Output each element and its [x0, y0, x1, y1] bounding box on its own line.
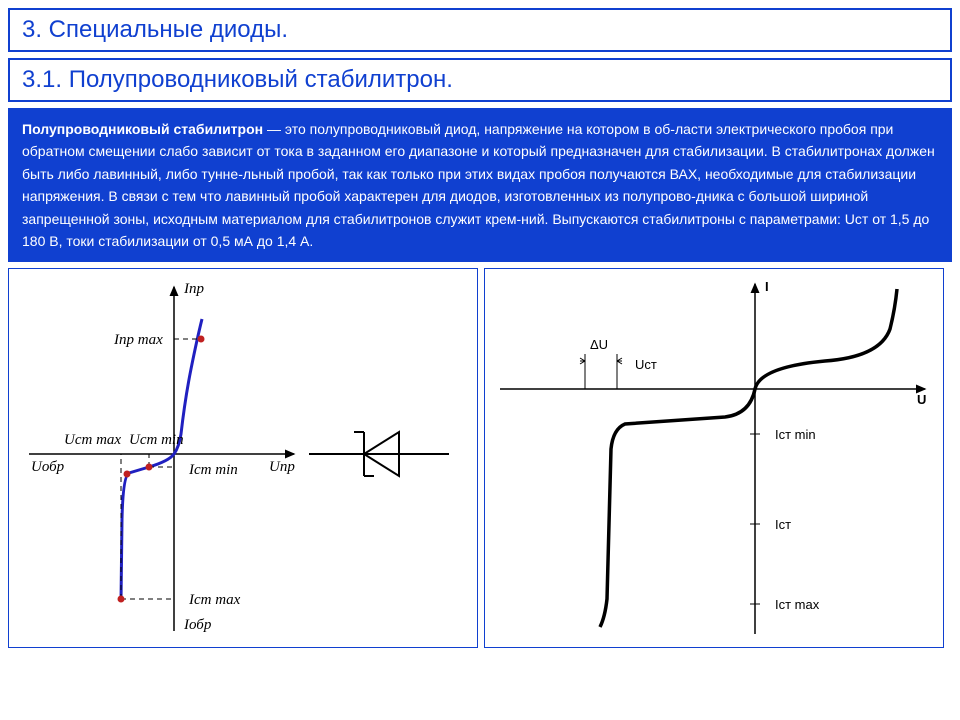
- left-iv-curve: Iпр Iобр Uпр Uобр Iпр max Iст min Iст ma…: [9, 269, 479, 649]
- label-Uctmax: Uст max: [64, 432, 121, 448]
- label-Iprmax: Iпр max: [113, 332, 163, 348]
- section-title: 3. Специальные диоды.: [22, 16, 288, 43]
- label-Uctmin: Uст min: [129, 432, 184, 448]
- label-Ipr: Iпр: [183, 281, 204, 297]
- zener-symbol: [309, 432, 449, 476]
- label-U: U: [917, 392, 926, 407]
- diagram-row: Iпр Iобр Uпр Uобр Iпр max Iст min Iст ma…: [8, 268, 952, 648]
- section-header: 3. Специальные диоды.: [8, 8, 952, 52]
- label-Ictmin: Iст min: [188, 462, 238, 478]
- subsection-header: 3.1. Полупроводниковый стабилитрон.: [8, 58, 952, 102]
- subsection-title: 3.1. Полупроводниковый стабилитрон.: [22, 66, 453, 93]
- description-bold: Полупроводниковый стабилитрон: [22, 121, 263, 137]
- label-Uct: Uст: [635, 357, 657, 372]
- description-panel: Полупроводниковый стабилитрон — это полу…: [8, 108, 952, 262]
- label-Ict-r: Iст: [775, 517, 791, 532]
- label-dU: ΔU: [590, 337, 608, 352]
- label-Iobr: Iобр: [183, 617, 212, 633]
- left-diagram-panel: Iпр Iобр Uпр Uобр Iпр max Iст min Iст ma…: [8, 268, 478, 648]
- right-diagram-panel: I U ΔU Uст Iст min Iст Iст max: [484, 268, 944, 648]
- label-Ictmin-r: Iст min: [775, 427, 816, 442]
- label-I: I: [765, 279, 769, 294]
- label-Uobr: Uобр: [31, 459, 65, 475]
- right-iv-curve: I U ΔU Uст Iст min Iст Iст max: [485, 269, 945, 649]
- label-Ictmax-r: Iст max: [775, 597, 820, 612]
- label-Upr: Uпр: [269, 459, 295, 475]
- label-Ictmax: Iст max: [188, 592, 241, 608]
- description-body: — это полупроводниковый диод, напряжение…: [22, 121, 935, 249]
